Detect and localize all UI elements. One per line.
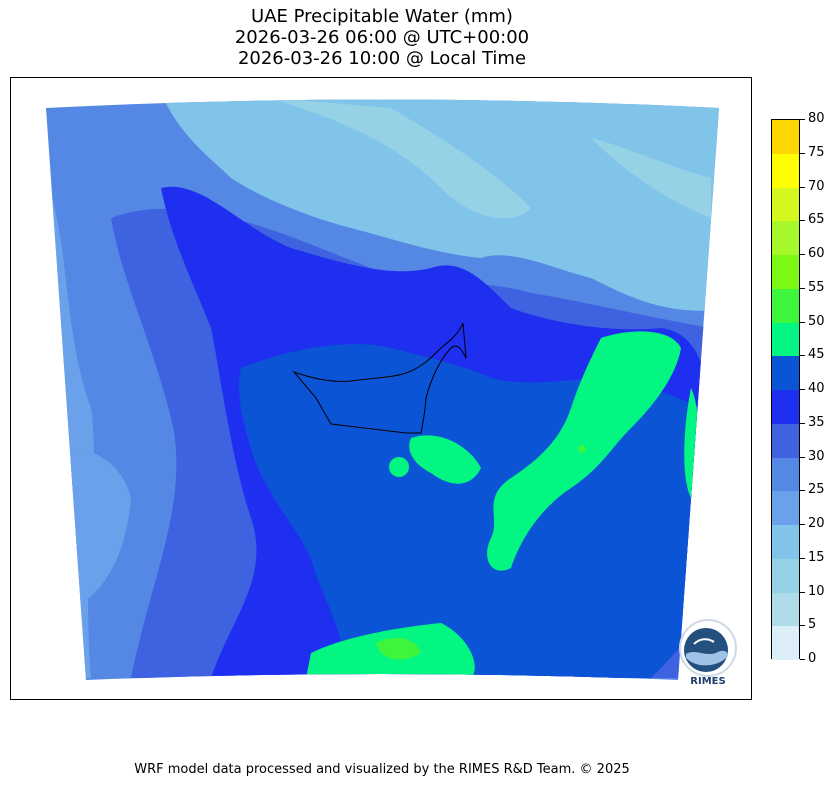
colorbar-tick (800, 220, 805, 222)
colorbar-seg-10 (772, 288, 799, 323)
colorbar-seg-1 (772, 592, 799, 627)
colorbar-label-40: 40 (808, 381, 825, 396)
colorbar-seg-7 (772, 390, 799, 424)
colorbar-label-5: 5 (808, 617, 817, 633)
colorbar-tick (800, 490, 805, 492)
colorbar-seg-11 (772, 255, 799, 289)
colorbar-tick (800, 456, 805, 458)
colorbar-label-15: 15 (808, 549, 825, 565)
colorbar-label-0: 0 (808, 651, 817, 666)
colorbar-tick (800, 355, 805, 357)
map-panel (10, 77, 752, 700)
colorbar-seg-2 (772, 558, 799, 593)
colorbar-tick (800, 287, 805, 289)
colorbar-tick (800, 659, 805, 660)
colorbar-tick (800, 389, 805, 390)
title-line-3: 2026-03-26 10:00 @ Local Time (237, 48, 527, 69)
colorbar-label-35: 35 (808, 414, 825, 430)
colorbar-seg-3 (772, 525, 799, 559)
colorbar-label-45: 45 (808, 347, 825, 363)
field-40-45-spot (389, 457, 409, 477)
field-10-streak-east (591, 138, 711, 218)
colorbar-tick (800, 524, 805, 525)
precipitable-water-map (46, 99, 719, 680)
colorbar-seg-14 (772, 153, 799, 188)
colorbar-seg-12 (772, 221, 799, 255)
field-45-50-south (376, 637, 421, 660)
colorbar-label-10: 10 (808, 583, 825, 599)
colorbar-label-65: 65 (808, 212, 825, 228)
colorbar-tick (800, 119, 805, 120)
field-15-north (161, 99, 719, 311)
colorbar-tick (800, 254, 805, 255)
title-line-2: 2026-03-26 06:00 @ UTC+00:00 (234, 27, 530, 48)
colorbar-seg-0 (772, 626, 799, 660)
title-line-1: UAE Precipitable Water (mm) (251, 6, 513, 27)
colorbar-seg-15 (772, 120, 799, 154)
field-10-streak (271, 99, 531, 219)
colorbar-label-60: 60 (808, 246, 825, 261)
rimes-logo: RIMES (676, 618, 740, 690)
colorbar-label-25: 25 (808, 482, 825, 498)
colorbar-tick (800, 422, 805, 424)
colorbar-tick (800, 152, 805, 154)
field-45-50-spot (578, 445, 586, 453)
colorbar-label-50: 50 (808, 313, 825, 329)
field-40-45-center (409, 435, 481, 484)
rimes-logo-text: RIMES (690, 676, 726, 687)
colorbar-label-70: 70 (808, 178, 825, 194)
colorbar-tick (800, 557, 805, 559)
colorbar-seg-8 (772, 356, 799, 390)
colorbar-seg-13 (772, 187, 799, 222)
colorbar-label-20: 20 (808, 516, 825, 531)
colorbar-seg-4 (772, 491, 799, 525)
colorbar-label-55: 55 (808, 279, 825, 295)
colorbar-label-80: 80 (808, 111, 825, 126)
rimes-logo-icon (679, 619, 737, 677)
colorbar-seg-6 (772, 423, 799, 458)
colorbar-tick (800, 186, 805, 188)
colorbar-tick (800, 321, 805, 323)
footer-credit: WRF model data processed and visualized … (134, 762, 630, 777)
colorbar-tick (800, 591, 805, 593)
colorbar (771, 119, 800, 660)
map-title: UAE Precipitable Water (mm) 2026-03-26 0… (10, 6, 754, 69)
uae-boundary (292, 322, 467, 434)
colorbar-label-30: 30 (808, 448, 825, 464)
colorbar-seg-5 (772, 457, 799, 492)
colorbar-label-75: 75 (808, 144, 825, 160)
colorbar-seg-9 (772, 322, 799, 357)
colorbar-tick (800, 625, 805, 627)
